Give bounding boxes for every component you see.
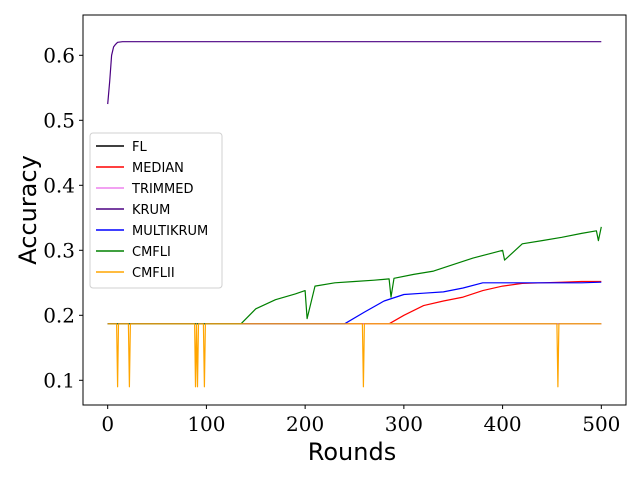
ticks-layer: 0 100 200 300 400 500 0.1 0.2 0.3 0.4 0.5 0.6 (43, 43, 620, 436)
legend-label-fl: FL (132, 140, 147, 155)
x-tick-label: 100 (187, 412, 225, 436)
y-tick-label: 0.6 (43, 43, 75, 67)
y-tick-label: 0.1 (43, 368, 75, 392)
y-axis-label: Accuracy (14, 155, 42, 265)
x-tick-label: 200 (286, 412, 324, 436)
series-line-cmfli (107, 226, 602, 325)
legend-label-cmfli: CMFLI (132, 245, 171, 260)
x-tick-label: 500 (582, 412, 620, 436)
y-tick-label: 0.4 (43, 173, 75, 197)
legend-box (89, 132, 223, 289)
series-line-krum (107, 41, 602, 105)
y-tick-label: 0.2 (43, 303, 75, 327)
legend-label-multikrum: MULTIKRUM (132, 224, 208, 239)
legend-label-median: MEDIAN (132, 161, 184, 176)
series-line-cmflii (107, 323, 602, 388)
legend-label-trimmed: TRIMMED (131, 182, 193, 197)
plot-frame (82, 14, 627, 406)
legend-label-krum: KRUM (132, 203, 170, 218)
y-tick-label: 0.5 (43, 108, 75, 132)
legend-label-cmflii: CMFLII (132, 266, 175, 281)
x-tick-label: 0 (101, 412, 114, 436)
x-tick-label: 300 (385, 412, 423, 436)
series-layer (107, 41, 602, 388)
legend: FL MEDIAN TRIMMED KRUM MULTIKRUM CMFLI CMFLII (89, 132, 223, 289)
y-tick-label: 0.3 (43, 238, 75, 262)
x-axis-label: Rounds (308, 438, 396, 466)
series-line-multikrum (107, 281, 602, 325)
x-tick-label: 400 (483, 412, 521, 436)
